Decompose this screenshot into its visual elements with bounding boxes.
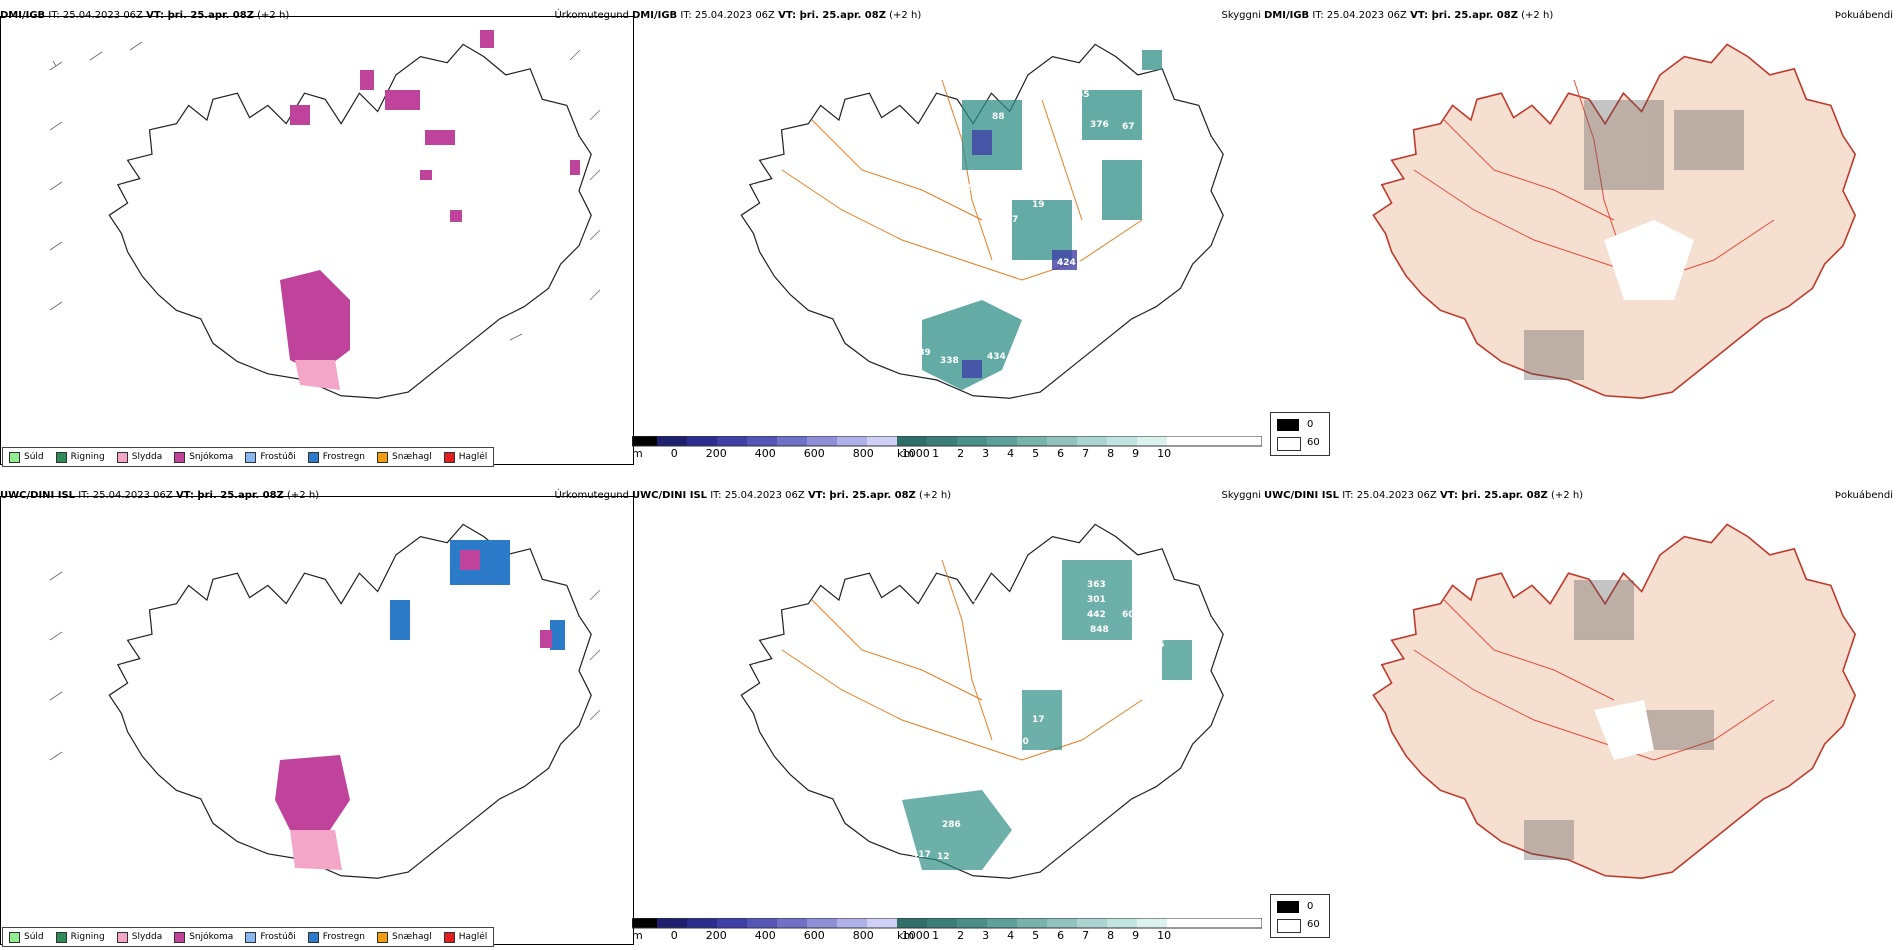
map-canvas[interactable]	[632, 0, 1265, 470]
precip-legend: Súld Rigning Slydda Snjókoma Frostúði Fr…	[2, 447, 495, 467]
snow-area	[280, 270, 350, 370]
precip-legend: Súld Rigning Slydda Snjókoma Frostúði Fr…	[2, 927, 495, 947]
map-canvas[interactable]	[632, 480, 1265, 950]
map-canvas[interactable]	[1264, 480, 1897, 950]
cloud-labels: 363 301 442 848 60 17 290 15 286 417 12 …	[912, 580, 1165, 885]
panel-header: DMI/IGB IT: 25.04.2023 06Z VT: þri. 25.a…	[1264, 10, 1893, 21]
panel-uwc-visibility: UWC/DINI ISL IT: 25.04.2023 06Z VT: þri.…	[632, 480, 1265, 950]
panel-dmi-visibility: DMI/IGB IT: 25.04.2023 06Z VT: þri. 25.a…	[632, 0, 1265, 470]
map-canvas[interactable]	[1264, 0, 1897, 470]
cloud-labels: 876 65 376 67 88 45 412 19 18 7 424 183 …	[912, 72, 1165, 420]
fog-key-top: 0 60	[1270, 412, 1330, 456]
panel-header: DMI/IGB IT: 25.04.2023 06Z VT: þri. 25.a…	[632, 10, 1261, 21]
panel-header: UWC/DINI ISL IT: 25.04.2023 06Z VT: þri.…	[0, 490, 629, 501]
panel-header: UWC/DINI ISL IT: 25.04.2023 06Z VT: þri.…	[632, 490, 1261, 501]
scale-bar-top: m 0 200 400 600 800 1000 km 1 2 3 4 5 6 …	[632, 436, 1262, 466]
map-canvas[interactable]	[0, 480, 633, 950]
scale-bar-bottom: m 0 200 400 600 800 1000 km 1 2 3 4 5 6 …	[632, 918, 1262, 948]
panel-uwc-fog: UWC/DINI ISL IT: 25.04.2023 06Z VT: þri.…	[1264, 480, 1897, 950]
map-canvas[interactable]	[0, 0, 633, 470]
panel-dmi-fog: DMI/IGB IT: 25.04.2023 06Z VT: þri. 25.a…	[1264, 0, 1897, 470]
panel-header: DMI/IGB IT: 25.04.2023 06Z VT: þri. 25.a…	[0, 10, 629, 21]
panel-uwc-precip-type: UWC/DINI ISL IT: 25.04.2023 06Z VT: þri.…	[0, 480, 634, 950]
panel-header: UWC/DINI ISL IT: 25.04.2023 06Z VT: þri.…	[1264, 490, 1893, 501]
fog-key-bottom: 0 60	[1270, 894, 1330, 938]
panel-dmi-precip-type: DMI/IGB IT: 25.04.2023 06Z VT: þri. 25.a…	[0, 0, 634, 470]
